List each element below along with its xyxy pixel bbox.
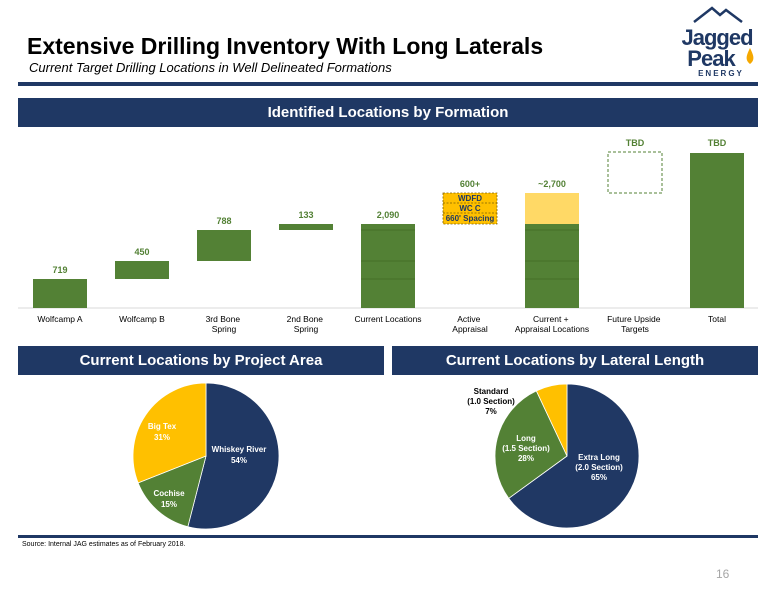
category-label-line: Appraisal Locations xyxy=(515,324,589,334)
bar-2nd-bone-spring xyxy=(279,224,333,230)
category-label-line: Targets xyxy=(621,324,649,334)
category-label: Active Appraisal xyxy=(452,314,488,334)
logo-text-peak: Peak xyxy=(687,46,736,71)
category-label-line: Active xyxy=(457,314,480,324)
lateral-length-pie-chart: Extra Long (2.0 Section) 65% Long (1.5 S… xyxy=(467,383,640,529)
appraisal-label-wcc: WC C xyxy=(459,204,481,213)
bar-current-locations xyxy=(361,224,415,308)
category-label: Total xyxy=(708,314,726,324)
data-label-current-locations: 2,090 xyxy=(377,210,400,220)
data-label-active-appraisal: 600+ xyxy=(460,179,480,189)
logo-text-jagged: Jagged xyxy=(681,25,752,50)
pie-slice-cochise xyxy=(137,455,207,528)
waterfall-chart: WDFD WC C 660' Spacing 719 450 788 133 2… xyxy=(18,138,758,334)
category-label: Current + Appraisal Locations xyxy=(515,314,589,334)
flame-icon xyxy=(746,48,754,64)
slice-label-whiskey-river: Whiskey River xyxy=(212,445,267,454)
project-area-pie-chart: Whiskey River 54% Cochise 15% Big Tex 31… xyxy=(132,382,280,530)
category-label-line: Appraisal xyxy=(452,324,488,334)
data-label-3rd-bone-spring: 788 xyxy=(216,216,231,226)
pie-slice-whiskey-river xyxy=(187,382,280,530)
bar-active-appraisal xyxy=(442,192,498,225)
slice-label-standard: Standard xyxy=(474,387,509,396)
header-divider xyxy=(18,82,758,86)
bar-total xyxy=(690,153,744,308)
slice-pct-big-tex: 31% xyxy=(154,433,170,442)
pie-slice-standard xyxy=(535,383,568,457)
pie-slice-extra-long xyxy=(508,383,640,529)
data-label-2nd-bone-spring: 133 xyxy=(298,210,313,220)
data-label-wolfcamp-b: 450 xyxy=(134,247,149,257)
category-label-line: 2nd Bone xyxy=(287,314,324,324)
slice-pct-cochise: 15% xyxy=(161,500,177,509)
logo-text-energy: ENERGY xyxy=(698,69,744,78)
data-label-future-upside: TBD xyxy=(626,138,645,148)
bar-wolfcamp-b xyxy=(115,261,169,279)
pie-slice-long xyxy=(494,390,568,499)
data-label-total: TBD xyxy=(708,138,727,148)
slice-pct-standard: 7% xyxy=(485,407,497,416)
slice-pct-long: 28% xyxy=(518,454,534,463)
bar-future-upside-targets xyxy=(607,151,663,194)
appraisal-label-wdfd: WDFD xyxy=(458,194,482,203)
category-label: Wolfcamp B xyxy=(119,314,165,324)
data-label-wolfcamp-a: 719 xyxy=(52,265,67,275)
formation-section-header: Identified Locations by Formation xyxy=(18,98,758,127)
company-logo: Jagged Peak ENERGY xyxy=(681,6,754,78)
lateral-length-section-header: Current Locations by Lateral Length xyxy=(392,346,758,375)
project-area-section-title: Current Locations by Project Area xyxy=(79,352,323,369)
formation-section-title: Identified Locations by Formation xyxy=(267,104,509,121)
page-number: 16 xyxy=(716,567,730,581)
category-label-line: 3rd Bone xyxy=(206,314,241,324)
category-label: Current Locations xyxy=(354,314,421,324)
slice-label-big-tex: Big Tex xyxy=(148,422,177,431)
bar-wolfcamp-a xyxy=(33,279,87,308)
page-title: Extensive Drilling Inventory With Long L… xyxy=(27,33,544,59)
slice-pct-whiskey-river: 54% xyxy=(231,456,247,465)
bar-current-plus-appraisal xyxy=(525,224,579,308)
project-area-section-header: Current Locations by Project Area xyxy=(18,346,384,375)
lateral-length-section-title: Current Locations by Lateral Length xyxy=(445,352,705,369)
slice-label-long: Long xyxy=(516,434,536,443)
bar-appraisal-portion xyxy=(525,193,579,224)
slice-sub-standard: (1.0 Section) xyxy=(467,397,515,406)
footer-divider xyxy=(18,535,758,538)
slice-pct-extra-long: 65% xyxy=(591,473,607,482)
bar-3rd-bone-spring xyxy=(197,230,251,261)
category-label-line: Current + xyxy=(533,314,569,324)
pie-slice-big-tex xyxy=(132,382,207,484)
data-label-current-plus-appraisal: ~2,700 xyxy=(538,179,566,189)
category-label: 3rd Bone Spring xyxy=(206,314,243,334)
category-label-line: Spring xyxy=(294,324,319,334)
category-label-line: Spring xyxy=(212,324,237,334)
slice-sub-extra-long: (2.0 Section) xyxy=(575,463,623,472)
slice-label-cochise: Cochise xyxy=(153,489,185,498)
source-note: Source: Internal JAG estimates as of Feb… xyxy=(22,541,186,548)
slice-sub-long: (1.5 Section) xyxy=(502,444,550,453)
page-subtitle: Current Target Drilling Locations in Wel… xyxy=(29,60,392,75)
mountain-icon xyxy=(693,6,743,23)
category-label: Future Upside Targets xyxy=(607,314,663,334)
appraisal-label-spacing: 660' Spacing xyxy=(446,214,495,223)
category-label: 2nd Bone Spring xyxy=(287,314,326,334)
category-label-line: Future Upside xyxy=(607,314,661,324)
category-label: Wolfcamp A xyxy=(37,314,83,324)
slice-label-extra-long: Extra Long xyxy=(578,453,620,462)
